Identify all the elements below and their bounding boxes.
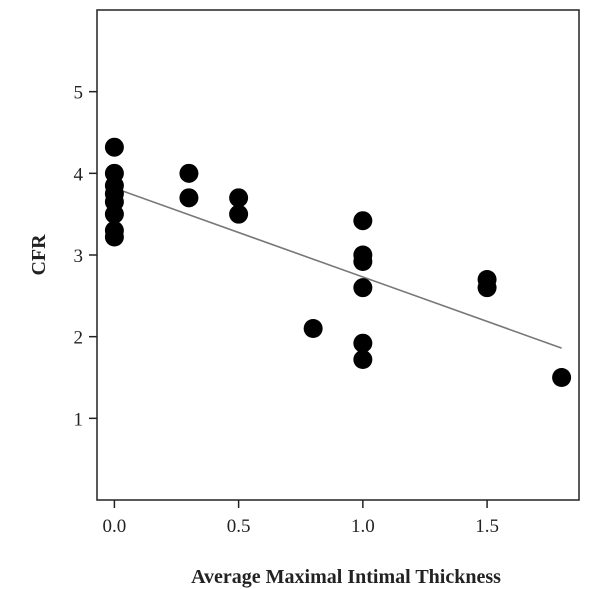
- data-point: [353, 350, 373, 370]
- regression-line: [114, 187, 562, 349]
- data-point: [229, 204, 249, 224]
- y-axis: 1 2 3 4 5: [74, 83, 97, 430]
- x-axis: 0.0 0.5 1.0 1.5: [103, 500, 499, 537]
- data-point: [229, 188, 249, 208]
- y-tick-label: 1: [74, 409, 84, 430]
- data-point: [353, 252, 373, 272]
- data-point: [104, 227, 124, 247]
- x-tick-label: 1.0: [351, 516, 375, 537]
- y-tick-label: 5: [74, 83, 84, 104]
- data-point: [552, 368, 572, 387]
- data-point: [179, 188, 199, 208]
- data-point: [179, 163, 199, 183]
- data-point: [353, 278, 373, 298]
- regression-line-group: [114, 187, 562, 349]
- data-point: [353, 211, 373, 231]
- data-point: [353, 333, 373, 353]
- plot-frame: [96, 9, 580, 501]
- y-axis-title: CFR: [28, 234, 50, 276]
- data-points: [104, 137, 572, 387]
- data-point: [303, 319, 323, 338]
- data-point: [477, 278, 497, 298]
- data-point: [104, 137, 124, 157]
- data-point: [104, 204, 124, 224]
- x-axis-title: Average Maximal Intimal Thickness: [191, 566, 501, 588]
- y-tick-label: 3: [74, 246, 84, 267]
- x-tick-label: 0.0: [103, 516, 127, 537]
- y-tick-label: 2: [74, 328, 84, 349]
- y-tick-label: 4: [74, 164, 84, 185]
- x-tick-label: 1.5: [475, 516, 499, 537]
- x-tick-label: 0.5: [227, 516, 251, 537]
